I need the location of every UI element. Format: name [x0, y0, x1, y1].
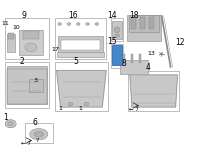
Text: 1: 1 — [78, 106, 82, 111]
Text: 6: 6 — [32, 118, 37, 127]
Bar — [58, 36, 103, 53]
Ellipse shape — [34, 131, 44, 137]
Bar — [123, 54, 125, 63]
Bar — [61, 40, 100, 50]
Text: 7: 7 — [36, 138, 39, 143]
Ellipse shape — [84, 102, 89, 106]
Bar — [55, 18, 106, 59]
Bar — [131, 17, 136, 29]
Text: ← 7: ← 7 — [129, 107, 139, 112]
Text: 11: 11 — [2, 21, 9, 26]
Polygon shape — [130, 75, 178, 107]
Bar — [139, 54, 141, 63]
Ellipse shape — [58, 23, 61, 25]
Bar — [23, 31, 39, 39]
Bar — [131, 54, 133, 63]
Text: 12: 12 — [175, 38, 184, 47]
Text: 16: 16 — [69, 11, 78, 20]
Ellipse shape — [68, 102, 73, 106]
Ellipse shape — [8, 122, 14, 126]
Ellipse shape — [86, 23, 89, 25]
Bar — [57, 52, 104, 57]
Ellipse shape — [30, 129, 48, 140]
Text: 8: 8 — [121, 59, 126, 68]
Text: 13: 13 — [148, 51, 156, 56]
Text: 9: 9 — [22, 11, 26, 20]
Ellipse shape — [76, 23, 80, 25]
Text: 2: 2 — [20, 57, 24, 66]
Text: 5: 5 — [73, 57, 78, 66]
Text: 1: 1 — [3, 113, 8, 122]
Bar — [5, 18, 49, 59]
Bar — [27, 75, 45, 94]
Ellipse shape — [5, 120, 16, 128]
Bar — [112, 21, 122, 39]
Text: 17: 17 — [52, 47, 60, 52]
Bar — [7, 66, 47, 104]
Ellipse shape — [114, 27, 120, 33]
Bar — [127, 15, 161, 41]
Text: 3: 3 — [34, 78, 38, 83]
Bar — [128, 71, 179, 111]
Bar — [111, 44, 123, 68]
Bar — [8, 33, 14, 39]
Text: 4: 4 — [145, 63, 150, 72]
Text: 1: 1 — [59, 106, 63, 111]
Bar — [120, 60, 148, 74]
Ellipse shape — [25, 43, 37, 52]
Text: ← 7: ← 7 — [21, 141, 31, 146]
Bar — [19, 30, 43, 55]
Bar — [55, 62, 108, 111]
Polygon shape — [57, 71, 106, 107]
Bar — [149, 17, 154, 29]
Bar — [140, 17, 145, 29]
Text: 14: 14 — [107, 11, 117, 20]
Bar — [29, 79, 43, 92]
Bar — [111, 18, 123, 41]
Bar — [7, 34, 15, 52]
Ellipse shape — [95, 23, 99, 25]
Bar — [25, 123, 53, 143]
Ellipse shape — [115, 34, 120, 37]
Bar — [5, 62, 49, 108]
Text: 15: 15 — [107, 37, 117, 46]
Bar — [129, 15, 159, 32]
Ellipse shape — [67, 23, 71, 25]
Bar — [112, 45, 122, 65]
Text: 18: 18 — [129, 11, 138, 20]
Text: 10: 10 — [12, 25, 20, 30]
